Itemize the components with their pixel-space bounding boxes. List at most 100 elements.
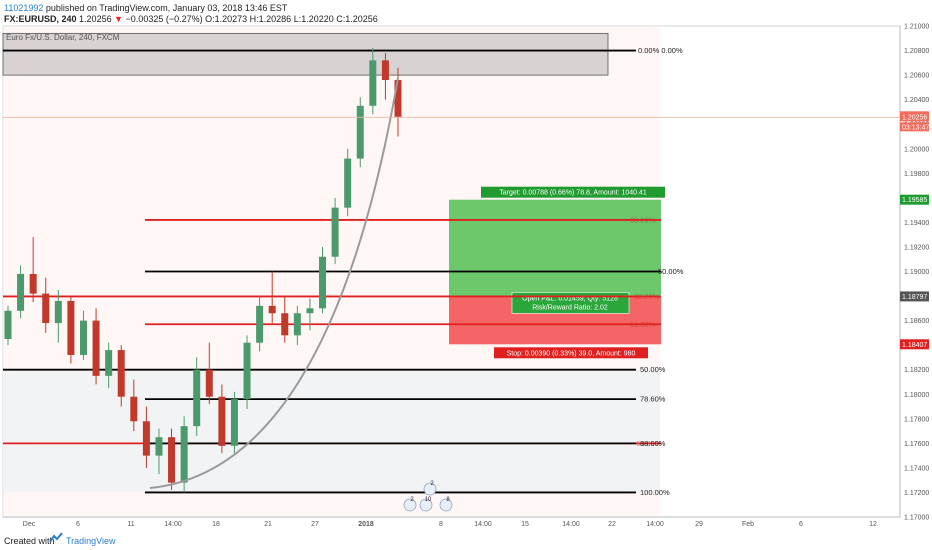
chart-header: 11021992 published on TradingView.com, J…	[0, 0, 932, 26]
tradingview-link[interactable]: TradingView	[66, 536, 116, 546]
last-price-tag[interactable]	[900, 111, 929, 122]
candle-body	[331, 207, 339, 257]
countdown-tag	[900, 122, 929, 132]
event-flag-icon[interactable]	[423, 482, 437, 496]
publish-line: 11021992 published on TradingView.com, J…	[4, 3, 287, 13]
candle-body	[256, 305, 264, 343]
x-tick-label: 27	[311, 521, 319, 528]
y-tick-label: 1.19800	[904, 171, 929, 178]
event-flag-icon[interactable]	[439, 498, 453, 512]
price-tag-label: 1.18797	[902, 294, 927, 301]
last-price: 1.20256	[79, 14, 112, 24]
x-tick-label: Feb	[742, 521, 754, 528]
candles	[4, 48, 402, 493]
tradingview-logo-icon[interactable]	[49, 532, 63, 546]
pnl-label-bg	[511, 292, 630, 314]
y-tick-label: 1.20800	[904, 48, 929, 55]
event-count: 2	[410, 497, 414, 503]
candle-body	[17, 273, 25, 311]
countdown-label: 03:13:47	[902, 124, 929, 131]
y-tick-label: 1.17400	[904, 465, 929, 472]
y-tick-label: 1.20400	[904, 97, 929, 104]
candle-body	[268, 305, 276, 314]
candle-body	[319, 256, 327, 309]
price-tag-label: 1.19585	[902, 197, 927, 204]
y-tick-label: 1.17800	[904, 416, 929, 423]
fib-level-label: 61.80%	[630, 320, 656, 329]
target-label-bg	[481, 186, 665, 198]
fib-level-label: 88.60%	[640, 439, 666, 448]
candle-body	[168, 437, 176, 483]
event-flag-icon[interactable]	[419, 498, 433, 512]
stop-label-bg	[494, 347, 648, 359]
candle-body	[205, 369, 213, 397]
x-tick-label: 21	[264, 521, 272, 528]
candle-body	[4, 310, 12, 340]
y-tick-label: 1.21000	[904, 24, 929, 31]
parabola-line[interactable]	[149, 77, 399, 489]
x-tick-label: 12	[869, 521, 877, 528]
x-tick-label: 2018	[358, 521, 374, 528]
candle-body	[67, 300, 75, 355]
down-arrow-icon: ▼	[114, 14, 124, 24]
candle-body	[180, 426, 188, 483]
time-axis[interactable]: Dec 6 11 14:00 18 21 27 2018 8 14:00 15 14:00 22 14:0…	[3, 516, 900, 528]
y-tick-label: 1.18000	[904, 392, 929, 399]
event-count: 10	[425, 497, 432, 503]
price-axis[interactable]: 1.210001.208001.206001.204001.202001.200…	[3, 24, 929, 522]
parabolic-curve[interactable]	[149, 77, 399, 489]
pnl-label-line1: Open P&L: 0.01459, Qty: 5128	[522, 295, 618, 302]
candle-body	[293, 313, 301, 336]
x-tick-label: 8	[439, 521, 443, 528]
target-zone[interactable]	[449, 199, 661, 297]
author-link[interactable]: 11021992	[4, 3, 44, 13]
y-tick-label: 1.17600	[904, 441, 929, 448]
x-tick-label: 14:00	[474, 521, 492, 528]
x-tick-label: 14:00	[646, 521, 664, 528]
y-tick-label: 1.19400	[904, 220, 929, 227]
x-tick-label: 6	[799, 521, 803, 528]
ohlc-values: O:1.20273 H:1.20286 L:1.20220 C:1.20256	[205, 14, 378, 24]
fib-level-label: 50.00%	[640, 365, 666, 374]
event-markers[interactable]: 2 2 10 8	[403, 481, 453, 512]
x-tick-label: 11	[127, 521, 134, 528]
chart-title: Euro Fx/U.S. Dollar, 240, FXCM	[6, 33, 120, 42]
fib-lines[interactable]: 0.00% 0.00% 38.20% 50.00% 38.20% 61.80% 50.00…	[3, 46, 684, 497]
position-tool[interactable]: Target: 0.00788 (0.66%) 78.8, Amount: 10…	[449, 186, 665, 359]
fib-level-label: 50.00%	[658, 267, 684, 276]
fib-level-label: 78.60%	[640, 395, 666, 404]
fib-level-label: 38.20%	[634, 292, 660, 301]
resistance-zone[interactable]	[2, 32, 609, 76]
candle-body	[369, 60, 377, 106]
stop-label: Stop: 0.00390 (0.33%) 39.0, Amount: 980	[507, 350, 636, 357]
x-tick-label: 15	[521, 521, 529, 528]
candle-body	[394, 80, 402, 117]
price-tag[interactable]	[900, 291, 929, 302]
candle-body	[105, 350, 113, 376]
fib-level-label: 38.20%	[630, 215, 656, 224]
candle-body	[381, 60, 389, 81]
candle-body	[344, 158, 352, 208]
candle-body	[117, 350, 125, 397]
candle-body	[193, 369, 201, 427]
footer: Created with TradingView	[0, 530, 932, 550]
candle-body	[29, 273, 37, 294]
event-flag-icon[interactable]	[403, 498, 417, 512]
candle-body	[230, 399, 238, 446]
y-tick-label: 1.17000	[904, 515, 929, 522]
price-tag[interactable]	[900, 339, 929, 350]
candle-body	[130, 396, 138, 422]
y-tick-label: 1.18600	[904, 318, 929, 325]
price-tag[interactable]	[900, 194, 929, 205]
y-tick-label: 1.17200	[904, 490, 929, 497]
candle-body	[356, 105, 364, 159]
candle-body	[79, 320, 87, 355]
candle-body	[155, 437, 163, 456]
event-count: 8	[446, 497, 450, 503]
price-tag-label: 1.18407	[902, 342, 927, 349]
x-tick-label: 29	[695, 521, 703, 528]
symbol-label[interactable]: FX:EURUSD, 240	[4, 14, 77, 24]
published-text: published on TradingView.com, January 03…	[45, 3, 288, 13]
x-tick-label: 22	[608, 521, 616, 528]
